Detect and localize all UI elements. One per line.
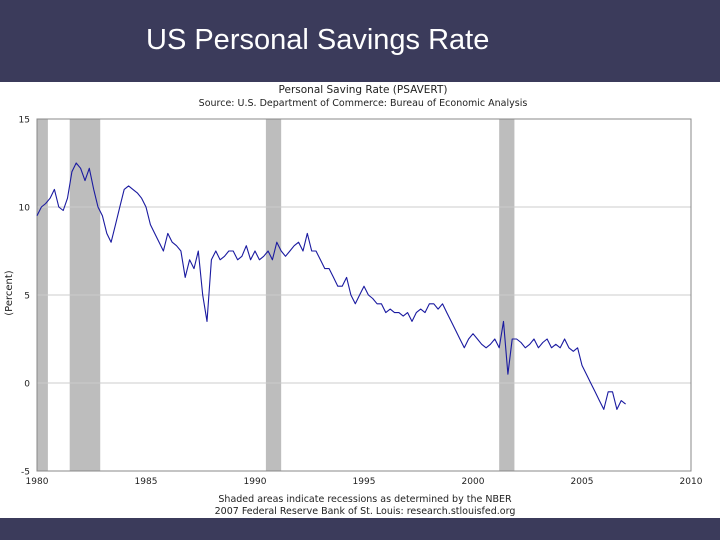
slide-title: US Personal Savings Rate bbox=[146, 24, 490, 56]
bottom-bar bbox=[0, 518, 720, 540]
chart-panel: 15 10 5 0 -5 1980 1985 1990 1995 2000 2005 2010 Per… bbox=[0, 82, 720, 518]
y-axis-label: (Percent) bbox=[4, 270, 15, 316]
x-tick-label-3: 1990 bbox=[244, 477, 267, 487]
y-tick-label-1: 15 bbox=[19, 116, 30, 126]
y-tick-label-3: 5 bbox=[24, 292, 30, 302]
series-line-1 bbox=[36, 162, 626, 410]
footnote-source: 2007 Federal Reserve Bank of St. Louis: … bbox=[215, 506, 516, 517]
chart-title: Personal Saving Rate (PSAVERT) bbox=[279, 84, 448, 96]
x-tick-label-5: 2000 bbox=[462, 477, 485, 487]
series-layer bbox=[36, 162, 626, 410]
plot-frame bbox=[36, 118, 692, 472]
y-tick-label-4: 0 bbox=[24, 380, 30, 390]
x-tick-label-1: 1980 bbox=[26, 477, 49, 487]
y-tick-label-2: 10 bbox=[19, 204, 31, 214]
footnote-recessions: Shaded areas indicate recessions as dete… bbox=[218, 494, 512, 505]
title-bar: US Personal Savings Rate bbox=[0, 0, 720, 82]
y-tick-label-5: -5 bbox=[21, 468, 30, 478]
x-tick-label-6: 2005 bbox=[571, 477, 594, 487]
x-tick-label-4: 1995 bbox=[353, 477, 376, 487]
x-tick-label-7: 2010 bbox=[680, 477, 703, 487]
chart-subtitle: Source: U.S. Department of Commerce: Bur… bbox=[199, 98, 528, 109]
chart-grid bbox=[37, 118, 691, 472]
x-tick-label-2: 1985 bbox=[135, 477, 158, 487]
